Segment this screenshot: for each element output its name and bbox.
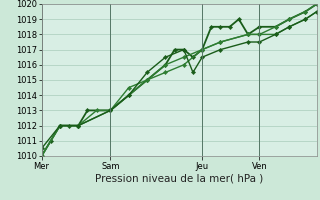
X-axis label: Pression niveau de la mer( hPa ): Pression niveau de la mer( hPa ) — [95, 173, 263, 183]
